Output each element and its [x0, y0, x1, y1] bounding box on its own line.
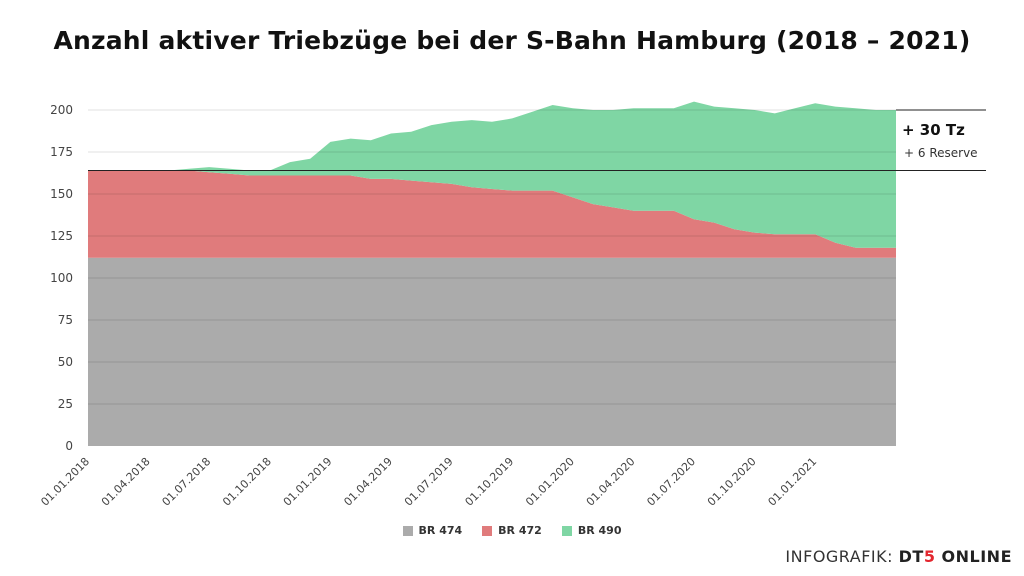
x-tick-label: 01.04.2020	[584, 455, 638, 509]
series-area-br490	[88, 101, 896, 248]
x-tick-label: 01.07.2019	[402, 455, 456, 509]
x-tick-label: 01.01.2021	[766, 455, 820, 509]
legend-swatch	[482, 525, 493, 536]
credit: INFOGRAFIK: DT5 ONLINE	[785, 547, 1012, 566]
series-area-br474	[88, 257, 896, 446]
credit-brand-c: ONLINE	[935, 547, 1012, 566]
x-tick-label: 01.01.2019	[281, 455, 335, 509]
legend-label: BR 474	[418, 524, 463, 537]
x-tick-label: 01.10.2019	[463, 455, 517, 509]
y-tick-label: 100	[50, 271, 73, 285]
y-tick-label: 25	[58, 397, 73, 411]
x-tick-label: 01.04.2018	[99, 455, 153, 509]
x-axis-ticks: 01.01.2018 01.04.2018 01.07.2018 01.10.2018…	[38, 455, 819, 509]
legend-label: BR 472	[498, 524, 542, 537]
credit-brand-a: DT	[898, 547, 924, 566]
legend-swatch	[402, 525, 413, 536]
y-tick-label: 175	[50, 145, 73, 159]
y-tick-label: 125	[50, 229, 73, 243]
credit-brand-b: 5	[923, 547, 936, 566]
y-tick-label: 150	[50, 187, 73, 201]
legend-item-br472: BR 472	[482, 524, 542, 537]
legend-item-br474: BR 474	[402, 524, 463, 537]
x-tick-label: 01.10.2020	[705, 455, 759, 509]
y-tick-label: 75	[58, 313, 73, 327]
y-tick-label: 50	[58, 355, 73, 369]
y-tick-label: 0	[65, 439, 73, 453]
x-tick-label: 01.04.2019	[341, 455, 395, 509]
legend-label: BR 490	[577, 524, 622, 537]
grid-lines	[88, 109, 896, 405]
annotation-sub: + 6 Reserve	[904, 146, 978, 160]
x-tick-label: 01.01.2018	[38, 455, 92, 509]
legend: BR 474 BR 472 BR 490	[0, 524, 1024, 537]
series-areas	[88, 101, 896, 446]
chart-title: Anzahl aktiver Triebzüge bei der S-Bahn …	[53, 26, 971, 55]
x-tick-label: 01.10.2018	[220, 455, 274, 509]
annotation-main: + 30 Tz	[902, 121, 965, 139]
y-axis-ticks: 0 25 50 75 100 125 150 175 200	[50, 103, 73, 453]
x-tick-label: 01.07.2020	[644, 455, 698, 509]
legend-swatch	[561, 525, 572, 536]
legend-item-br490: BR 490	[561, 524, 622, 537]
series-area-br472	[88, 170, 896, 258]
y-tick-label: 200	[50, 103, 73, 117]
x-tick-label: 01.07.2018	[160, 455, 214, 509]
credit-prefix: INFOGRAFIK:	[785, 547, 894, 566]
x-tick-label: 01.01.2020	[523, 455, 577, 509]
annotation: + 30 Tz + 6 Reserve	[88, 109, 986, 171]
